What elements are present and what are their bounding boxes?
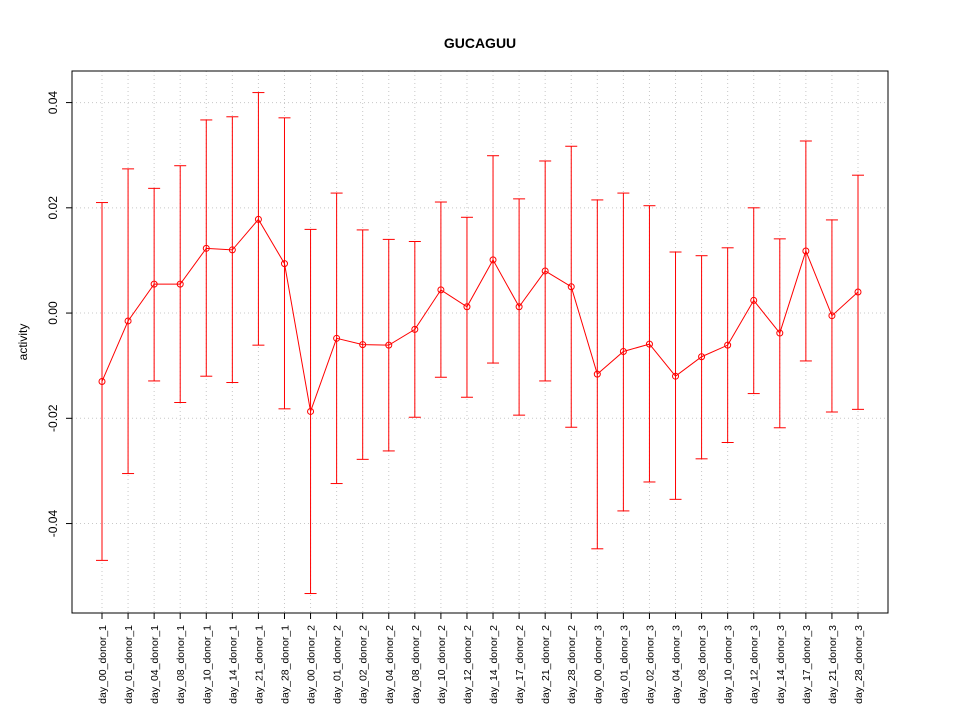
data-point: [645, 340, 653, 348]
y-tick-label: 0.02: [46, 196, 60, 220]
x-tick-label: day_12_donor_3: [749, 625, 761, 704]
data-point: [567, 283, 575, 291]
y-axis-label: activity: [16, 324, 30, 361]
x-tick-label: day_01_donor_1: [123, 625, 135, 704]
y-tick-label: 0.04: [46, 91, 60, 115]
x-tick-label: day_17_donor_2: [514, 625, 526, 704]
y-axis: -0.04 -0.02 0.00 0.02 0.04: [46, 91, 73, 538]
x-tick-label: day_10_donor_1: [201, 625, 213, 704]
grid: [72, 71, 888, 613]
chart-title: GUCAGUU: [444, 35, 516, 51]
data-point: [176, 280, 184, 288]
data-point: [228, 246, 236, 254]
data-point: [828, 312, 836, 320]
data-point: [698, 353, 706, 361]
x-tick-label: day_00_donor_1: [97, 625, 109, 704]
data-point: [333, 334, 341, 342]
data-point: [802, 247, 810, 255]
data-point: [437, 286, 445, 294]
x-tick-label: day_01_donor_2: [332, 625, 344, 704]
data-point: [385, 341, 393, 349]
data-point: [463, 303, 471, 311]
x-tick-label: day_21_donor_2: [540, 625, 552, 704]
x-tick-label: day_04_donor_2: [384, 625, 396, 704]
y-tick-label: -0.04: [46, 510, 60, 538]
data-point: [202, 244, 210, 252]
data-point: [724, 341, 732, 349]
data-point: [854, 288, 862, 296]
data-point: [280, 260, 288, 268]
data-point: [124, 317, 132, 325]
x-tick-label: day_02_donor_3: [644, 625, 656, 704]
data-point: [307, 407, 315, 415]
x-tick-label: day_28_donor_2: [566, 625, 578, 704]
data-point: [489, 256, 497, 264]
x-tick-label: day_14_donor_2: [488, 625, 500, 704]
x-tick-label: day_12_donor_2: [462, 625, 474, 704]
data-point: [150, 280, 158, 288]
data-point: [672, 372, 680, 380]
x-tick-label: day_14_donor_3: [775, 625, 787, 704]
data-point: [98, 377, 106, 385]
x-tick-label: day_04_donor_3: [671, 625, 683, 704]
data-point: [254, 215, 262, 223]
x-tick-label: day_00_donor_2: [306, 625, 318, 704]
data-point: [515, 303, 523, 311]
x-tick-label: day_02_donor_2: [358, 625, 370, 704]
x-tick-label: day_21_donor_3: [827, 625, 839, 704]
y-tick-label: 0.00: [46, 301, 60, 325]
x-tick-label: day_04_donor_1: [149, 625, 161, 704]
x-tick-label: day_01_donor_3: [618, 625, 630, 704]
x-tick-label: day_08_donor_1: [175, 625, 187, 704]
data-point: [776, 329, 784, 337]
x-tick-label: day_17_donor_3: [801, 625, 813, 704]
data-point: [750, 296, 758, 304]
x-tick-label: day_08_donor_2: [410, 625, 422, 704]
data-point: [359, 341, 367, 349]
data-point: [411, 325, 419, 333]
y-tick-label: -0.02: [46, 404, 60, 432]
x-tick-label: day_00_donor_3: [592, 625, 604, 704]
x-tick-label: day_10_donor_3: [723, 625, 735, 704]
x-tick-label: day_28_donor_3: [853, 625, 865, 704]
x-tick-label: day_08_donor_3: [697, 625, 709, 704]
x-axis: day_00_donor_1 day_01_donor_1 day_04_donor…: [97, 612, 865, 704]
x-tick-label: day_10_donor_2: [436, 625, 448, 704]
data-point: [541, 267, 549, 275]
x-tick-label: day_14_donor_1: [227, 625, 239, 704]
x-tick-label: day_21_donor_1: [253, 625, 265, 704]
series-polyline: [101, 218, 859, 414]
series-line: [98, 215, 862, 415]
error-bars: [96, 92, 864, 595]
x-tick-label: day_28_donor_1: [279, 625, 291, 704]
plot-frame: [71, 70, 889, 614]
data-point: [619, 347, 627, 355]
data-point: [593, 370, 601, 378]
